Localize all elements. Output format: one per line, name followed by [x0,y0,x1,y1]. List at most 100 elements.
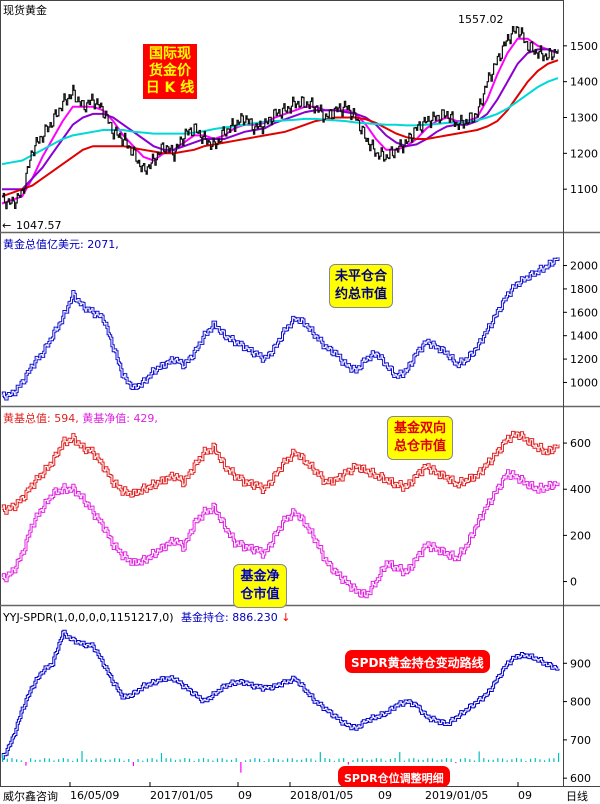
x-axis: 16/05/09 2017/01/05 09 2018/01/05 09 2019/01/… [69,782,532,800]
spdr-change-bar [455,762,457,764]
spdr-change-bar [315,760,317,762]
annotation-spdr-line-text: SPDR黄金持仓变动路线 [351,656,484,670]
y-tick-label: 2000 [570,260,598,273]
spdr-change-bar [198,758,200,762]
y-tick-label: 1100 [570,183,598,196]
spdr-holding-line-inner [2,630,559,759]
y-tick-label: 1600 [570,306,598,319]
y-tick-label: 1200 [570,353,598,366]
spdr-change-bar [240,762,242,773]
spdr-change-bar [179,759,181,762]
spdr-change-bar [184,758,186,762]
spdr-change-bar [20,760,22,762]
spdr-change-bar [48,758,50,762]
annotation-open-interest: 未平仓合 约总市值 [329,264,393,308]
spdr-change-bar [436,760,438,762]
spdr-change-bar [216,758,219,762]
spdr-change-bar [338,758,340,762]
low-arrow-icon: ← [2,219,12,232]
spdr-change-bar [76,758,78,762]
panel2-header: 黄金总值亿美元: 2071, [3,236,119,252]
y-tick-label: 800 [570,696,591,709]
spdr-change-bar [282,760,284,762]
spdr-change-bar [123,760,125,762]
spdr-change-bar [6,758,8,762]
panel3-value-2: 429, [133,412,158,425]
spdr-change-bar [408,758,410,762]
spdr-change-bar [16,759,18,762]
spdr-change-bar [431,758,434,762]
spdr-change-bar [67,758,69,762]
gold-total-value-line-inner [2,257,559,400]
spdr-change-bar [515,758,518,762]
spdr-change-bar [151,758,153,762]
y-tick-label: 1300 [570,112,598,125]
y-tick-label: 1400 [570,76,598,89]
spdr-change-bar [469,759,471,762]
spdr-change-bar [90,760,92,762]
annotation-fund-net: 基金净 仓市值 [233,564,287,608]
spdr-change-bar [128,758,130,762]
spdr-change-bar [165,758,167,762]
spdr-change-bar [394,758,396,762]
annotation-line-1: 国际现 [149,46,191,62]
spdr-change-bar [291,758,293,762]
panel2-header-label: 黄金总值亿美元: [3,238,84,251]
spdr-change-bar [193,760,195,762]
spdr-change-bar [39,759,41,762]
spdr-change-bar [104,760,106,762]
x-tick-label: 09 [238,789,252,800]
annotation-spdr-detail-text: SPDR仓位调整明细 [344,772,444,785]
spdr-change-bar [427,758,429,762]
spdr-change-bar [263,760,265,762]
annotation-oi-line-2: 约总市值 [334,287,387,302]
annotation-oi-line-1: 未平仓合 [334,269,387,284]
spdr-change-bar [109,759,111,762]
x-tick-label: 16/05/09 [70,789,119,800]
annotation-spot-gold-kline: 国际现 货金价 日 K 线 [143,44,197,99]
spdr-change-bar [53,760,55,762]
spdr-change-bar [525,760,527,762]
spdr-change-bar [529,758,532,762]
panel3-label-2: 黄基净值: [82,412,130,425]
spdr-change-bar [249,759,251,762]
panel-frames [0,0,600,787]
spdr-change-bar [296,759,298,762]
spdr-change-bar [329,758,331,762]
panel4-holding-label: 基金持仓: [181,611,229,624]
spdr-change-bar [34,759,36,762]
spdr-change-bar [142,760,144,762]
spdr-change-bar [207,759,209,762]
price-line [2,26,559,210]
spdr-change-bar [380,758,382,762]
spdr-change-bar [553,758,555,762]
spdr-change-bar [81,751,83,762]
moving-average-line [1,59,559,198]
y-tick-label: 600 [570,437,591,450]
spdr-change-bar [445,758,448,762]
spdr-change-bar [146,758,149,762]
spdr-change-bar [413,758,415,762]
spdr-change-bar [310,758,312,762]
spdr-change-bar [235,758,237,762]
spdr-change-bar [492,759,494,762]
footer-source: 威尔鑫咨询 [3,790,58,803]
spdr-change-bar [212,760,214,762]
spdr-change-bar [114,758,116,762]
spdr-change-bar [450,758,452,762]
x-tick-label: 2017/01/05 [150,789,213,800]
annotation-spdr-detail: SPDR仓位调整明细 [338,766,450,787]
spdr-change-bar [399,752,401,762]
spdr-change-bar [441,759,443,762]
spdr-change-bar [188,758,191,762]
annotation-spdr-line: SPDR黄金持仓变动路线 [345,650,490,673]
spdr-change-bar [422,759,424,762]
panel3-label-1: 黄基总值: [3,412,51,425]
x-tick-label: 09 [378,789,392,800]
x-tick-label: 2018/01/05 [290,789,353,800]
spdr-change-bar [277,759,279,762]
spdr-change-bar [95,758,97,762]
panel4-holding-value: 886.230 [232,611,278,624]
y-tick-label: 700 [570,734,591,747]
